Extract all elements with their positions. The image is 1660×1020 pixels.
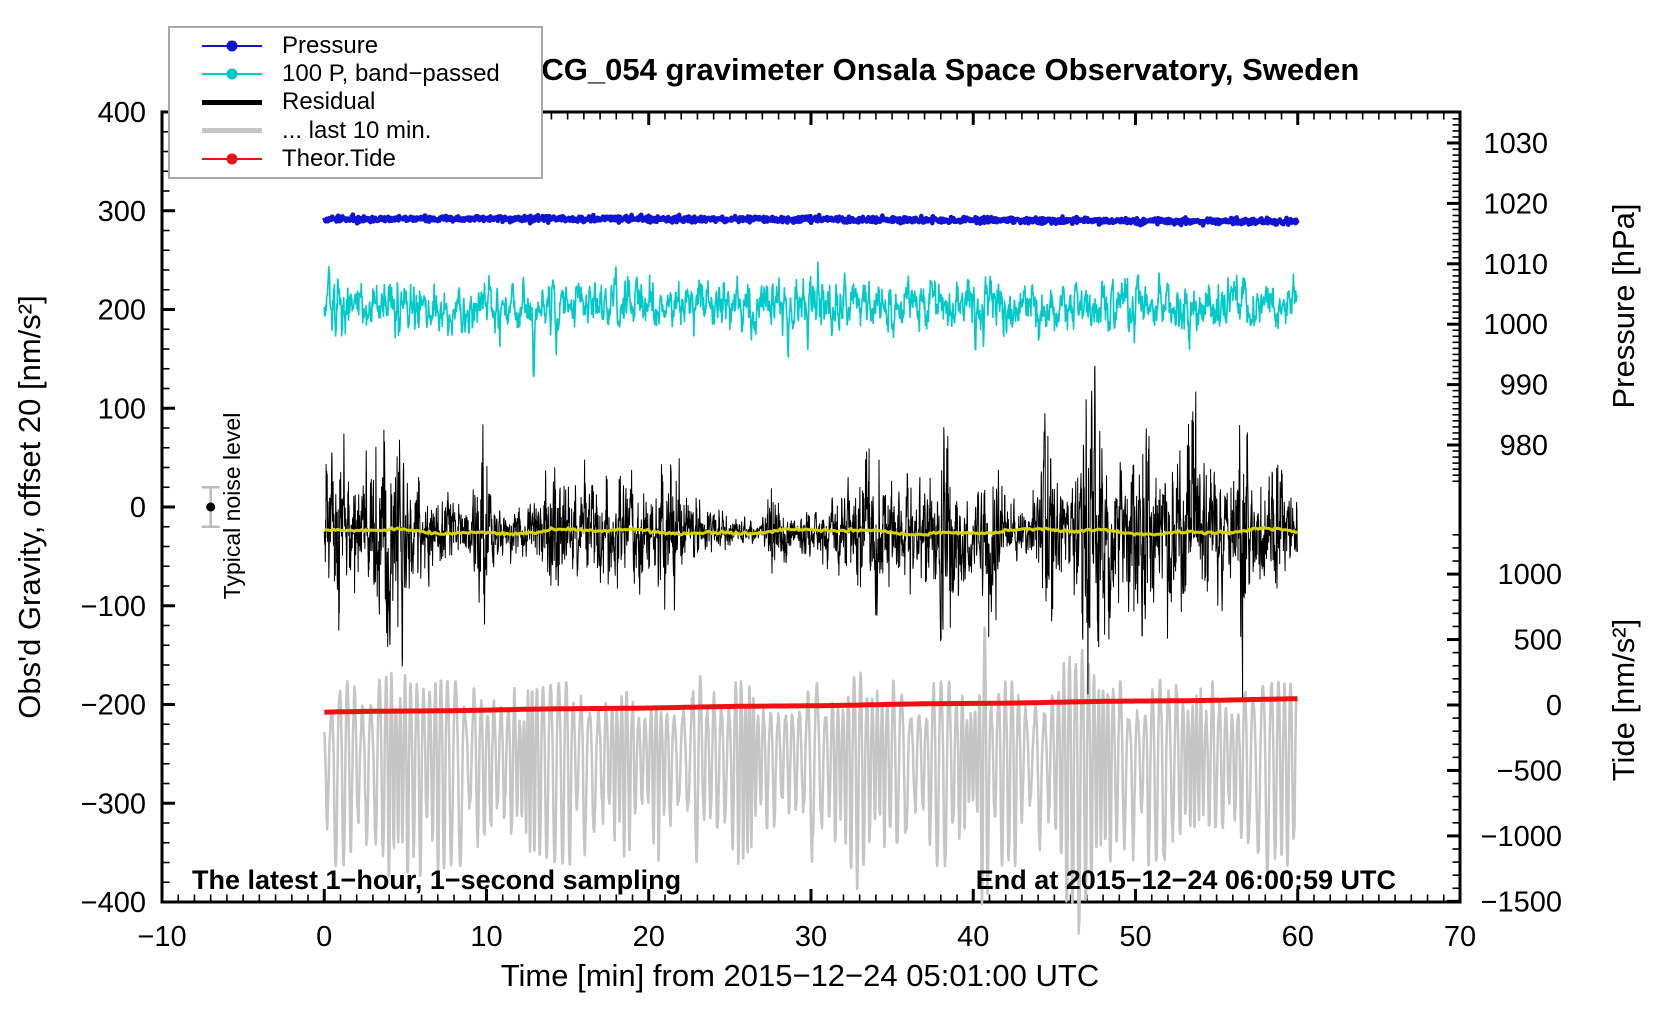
tick-label: 980	[1500, 430, 1548, 462]
tide-axis-title: Tide [nm/s²]	[1606, 619, 1641, 782]
tick-label: 0	[130, 492, 146, 524]
legend-item-0: Pressure	[170, 32, 541, 59]
legend-dot-marker	[226, 40, 238, 52]
legend-item-2: Residual	[170, 89, 541, 116]
tick-label: 20	[633, 921, 665, 953]
legend-line-sample	[202, 68, 262, 80]
sampling-note: The latest 1−hour, 1−second sampling	[192, 865, 681, 895]
tick-label: −200	[81, 690, 146, 722]
tick-label: 100	[98, 393, 146, 425]
legend-line-sample	[202, 40, 262, 52]
tick-label: 1000	[1483, 309, 1548, 341]
pressure-axis-title: Pressure [hPa]	[1606, 203, 1641, 408]
end-time-note: End at 2015−12−24 06:00:59 UTC	[976, 865, 1396, 895]
tick-label: 70	[1444, 921, 1476, 953]
series-last10	[323, 626, 1299, 935]
tick-label: 10	[470, 921, 502, 953]
tick-label: 60	[1282, 921, 1314, 953]
series-residual	[323, 365, 1298, 701]
legend-label: Theor.Tide	[282, 145, 396, 173]
tick-label: −10	[137, 921, 186, 953]
legend: Pressure 100 P, band−passed Residual... la…	[168, 26, 543, 179]
legend-dot-marker	[226, 68, 238, 80]
legend-dot-marker	[226, 153, 238, 165]
tick-label: 300	[98, 196, 146, 228]
noise-level-marker	[201, 486, 220, 528]
tick-label: 1000	[1497, 559, 1562, 591]
tick-label: 990	[1500, 370, 1548, 402]
legend-label: Pressure	[282, 31, 379, 59]
tick-label: −400	[81, 887, 146, 919]
tick-label: 500	[1514, 625, 1562, 657]
data-series	[322, 212, 1300, 935]
legend-label: 100 P, band−passed	[282, 60, 500, 88]
tick-label: −100	[81, 591, 146, 623]
tick-label: −300	[81, 788, 146, 820]
x-axis-title: Time [min] from 2015−12−24 05:01:00 UTC	[501, 958, 1100, 993]
legend-item-3: ... last 10 min.	[170, 117, 541, 144]
legend-line-sample	[202, 153, 262, 165]
tick-label: 30	[795, 921, 827, 953]
noise-level-dot	[206, 502, 216, 512]
legend-line-sample	[202, 128, 262, 134]
tick-label: −1500	[1481, 886, 1562, 918]
tick-label: 400	[98, 97, 146, 129]
legend-line-sample	[202, 99, 262, 105]
tick-label: 1030	[1483, 128, 1548, 160]
series-bandpassed	[323, 261, 1299, 378]
noise-level-label: Typical noise level	[219, 413, 245, 600]
y-left-axis-title: Obs'd Gravity, offset 20 [nm/s²]	[12, 295, 47, 718]
series-theor_tide	[324, 696, 1298, 715]
tick-label: 0	[316, 921, 332, 953]
tick-label: −1000	[1481, 821, 1562, 853]
axes: −10 0 10 20 30 40 50 60 70−400−300−200−100010020…	[81, 97, 1562, 953]
legend-label: Residual	[282, 88, 376, 116]
tick-label: 0	[1546, 690, 1562, 722]
static-labels: SCG_054 gravimeter Onsala Space Observat…	[12, 52, 1641, 993]
chart-title: SCG_054 gravimeter Onsala Space Observat…	[521, 52, 1360, 87]
legend-item-1: 100 P, band−passed	[170, 61, 541, 88]
series-smoothed_residual	[324, 525, 1299, 537]
tick-label: 200	[98, 295, 146, 327]
tick-label: 40	[957, 921, 989, 953]
tick-label: −500	[1497, 755, 1562, 787]
series-pressure	[322, 212, 1300, 228]
tick-label: 50	[1119, 921, 1151, 953]
tick-label: 1010	[1483, 249, 1548, 281]
tick-label: 1020	[1483, 188, 1548, 220]
legend-item-4: Theor.Tide	[170, 146, 541, 173]
legend-label: ... last 10 min.	[282, 116, 432, 144]
